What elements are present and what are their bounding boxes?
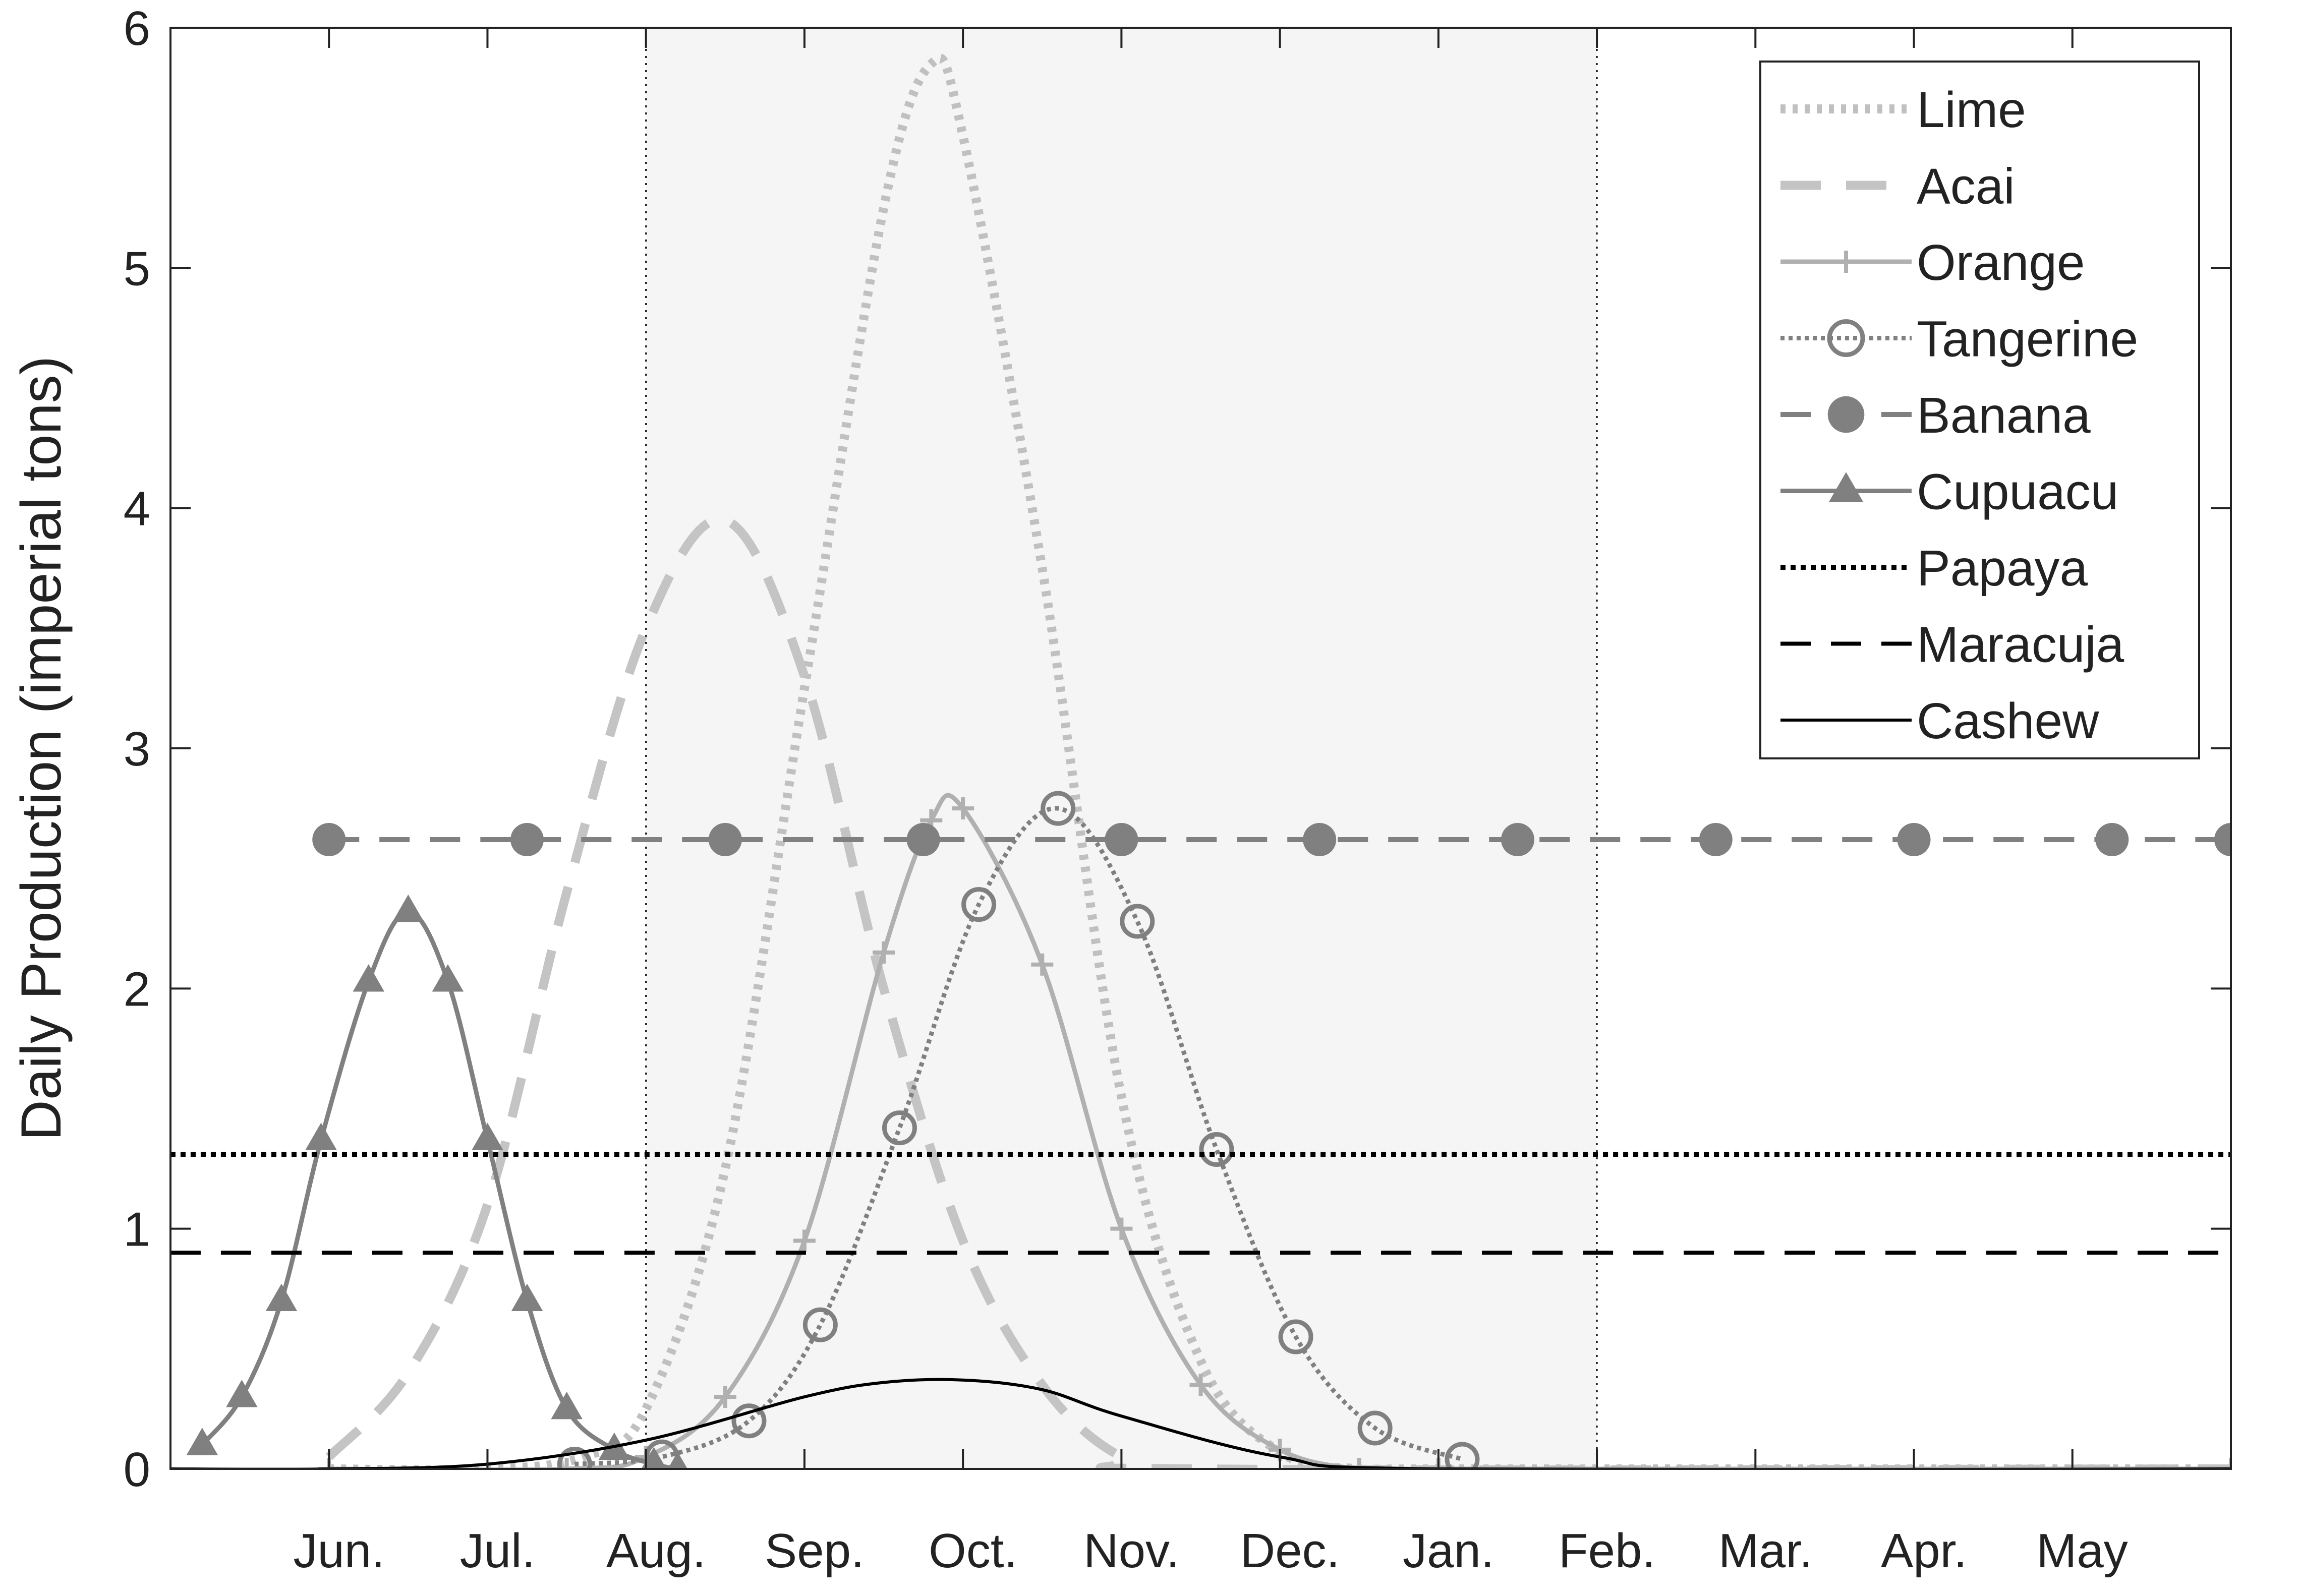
data-point-orange [1189, 1374, 1212, 1396]
data-point-cupuacu [551, 1391, 583, 1420]
data-point-tangerine [731, 1403, 767, 1439]
y-tick-label: 1 [124, 1203, 150, 1257]
series-line-cashew [170, 1378, 2231, 1469]
series-banana [312, 823, 2231, 857]
data-point-cupuacu [353, 964, 385, 992]
data-point-orange [952, 797, 974, 820]
legend-label-tangerine: Tangerine [1917, 311, 2138, 368]
y-tick-label: 6 [124, 2, 150, 55]
legend-label-orange: Orange [1917, 234, 2085, 291]
data-point-orange [555, 1458, 578, 1469]
data-point-cupuacu [186, 1428, 218, 1455]
data-point-banana [1303, 823, 1337, 857]
data-point-cupuacu [432, 964, 464, 992]
data-point-banana [708, 823, 742, 857]
x-tick-label: Jun. [294, 1524, 385, 1578]
data-point-cupuacu [511, 1283, 543, 1311]
series-cashew [170, 1378, 2231, 1469]
data-point-cupuacu [265, 1283, 298, 1311]
legend-marker-banana [1827, 396, 1865, 433]
data-point-banana [1105, 823, 1138, 857]
y-axis-title: Daily Production (imperial tons) [10, 356, 73, 1141]
data-point-tangerine [1120, 904, 1155, 939]
axes: 0 1 2 3 4 5 6 Jun. Jul. Aug. Sep. Oct. Nov. Dec. Jan. F… [124, 2, 2232, 1578]
data-point-banana [1699, 823, 1733, 857]
data-point-banana [906, 823, 940, 857]
x-tick-label: Sep. [765, 1524, 864, 1578]
x-tick-label: Feb. [1559, 1524, 1655, 1578]
legend-marker-orange [1835, 251, 1857, 273]
data-point-orange [1031, 953, 1054, 976]
y-tick-label: 0 [124, 1443, 150, 1497]
data-point-tangerine [1445, 1442, 1480, 1469]
data-point-tangerine [1041, 791, 1076, 826]
data-point-tangerine [802, 1307, 838, 1342]
data-point-cupuacu [226, 1380, 258, 1407]
legend-label-lime: Lime [1917, 82, 2026, 138]
data-point-cupuacu [641, 1447, 667, 1469]
data-point-banana [312, 823, 346, 857]
legend: Lime Acai Orange Tangerine Banana Cupuacu Papa… [1759, 61, 2200, 759]
x-tick-label: Dec. [1240, 1524, 1340, 1578]
legend-label-cupuacu: Cupuacu [1917, 464, 2118, 520]
series-line-orange [329, 793, 2231, 1469]
x-tick-label: Jan. [1403, 1524, 1494, 1578]
legend-label-papaya: Papaya [1917, 540, 2088, 597]
legend-label-banana: Banana [1917, 387, 2091, 444]
y-tick-label: 3 [124, 722, 150, 776]
data-point-tangerine [557, 1446, 592, 1469]
data-point-cupuacu [472, 1122, 503, 1150]
data-point-banana [1897, 823, 1931, 857]
x-tick-label: Oct. [929, 1524, 1017, 1578]
y-tick-label: 4 [124, 482, 150, 536]
x-tick-label: Jul. [460, 1524, 535, 1578]
x-tick-label: Apr. [1881, 1524, 1967, 1578]
legend-label-acai: Acai [1917, 158, 2015, 215]
legend-marker-tangerine [1827, 319, 1865, 357]
data-point-cupuacu [392, 894, 424, 922]
data-point-banana [2214, 823, 2231, 856]
data-point-tangerine [1199, 1132, 1234, 1167]
data-point-banana [2095, 823, 2129, 857]
data-point-banana [1501, 823, 1534, 857]
x-tick-label: May [2036, 1524, 2128, 1578]
y-tick-label: 5 [124, 242, 150, 295]
data-point-cupuacu [305, 1122, 337, 1150]
data-point-orange [714, 1386, 736, 1408]
legend-label-maracuja: Maracuja [1917, 617, 2124, 673]
legend-label-cashew: Cashew [1917, 693, 2099, 749]
data-point-orange [1110, 1217, 1133, 1240]
y-tick-label: 2 [124, 962, 150, 1016]
data-point-tangerine [882, 1110, 917, 1146]
data-point-cupuacu [667, 1452, 688, 1469]
x-tick-label: Aug. [606, 1524, 706, 1578]
data-point-orange [793, 1229, 816, 1252]
data-point-tangerine [1278, 1319, 1313, 1354]
legend-marker-cupuacu [1828, 472, 1864, 502]
data-point-orange [873, 941, 895, 964]
x-tick-label: Nov. [1083, 1524, 1179, 1578]
data-point-tangerine [961, 887, 997, 922]
data-point-banana [510, 823, 544, 857]
x-tick-label: Mar. [1718, 1524, 1813, 1578]
data-point-tangerine [1357, 1410, 1393, 1446]
data-point-orange [1348, 1458, 1370, 1469]
